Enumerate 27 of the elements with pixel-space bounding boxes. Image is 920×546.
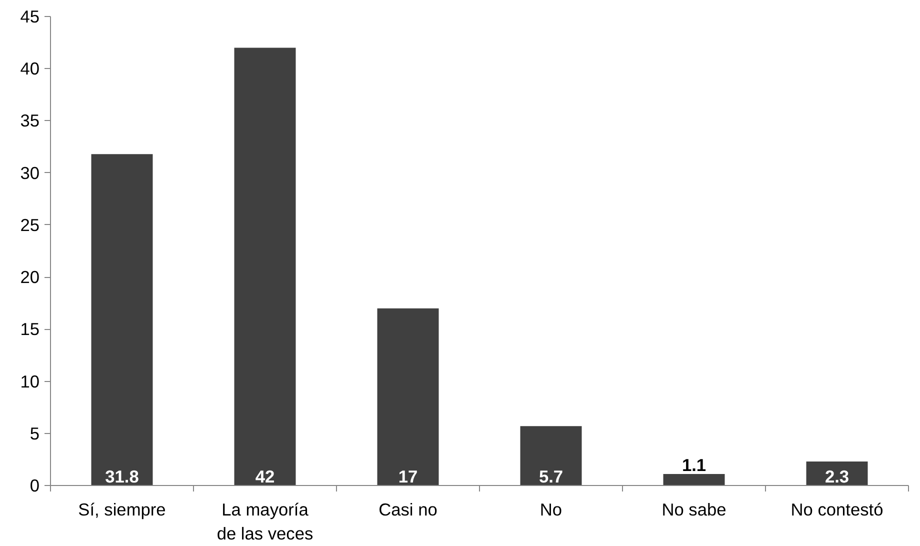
y-tick-label: 25 [20, 214, 40, 235]
y-tick-label: 45 [20, 6, 40, 26]
y-tick-label: 30 [20, 162, 40, 183]
x-tick-label: No [540, 500, 562, 520]
bar [91, 154, 153, 486]
data-label: 42 [255, 466, 275, 486]
bar [234, 48, 296, 486]
y-tick-label: 40 [20, 58, 40, 79]
y-tick-label: 15 [20, 319, 40, 340]
data-label: 5.7 [538, 466, 564, 486]
data-label: 1.1 [682, 455, 706, 476]
x-tick-label: Casi no [378, 500, 438, 520]
data-label: 31.8 [105, 466, 140, 486]
y-tick-label: 35 [20, 110, 40, 131]
y-tick-label: 0 [30, 476, 40, 496]
bar [520, 426, 582, 486]
bar [663, 474, 725, 486]
x-tick-label: No sabe [662, 500, 726, 520]
x-tick-label: La mayoría de las veces [216, 500, 314, 544]
bar [377, 308, 439, 486]
y-tick-label: 10 [20, 371, 40, 392]
x-tick-label: Sí, siempre [78, 500, 166, 520]
data-label: 17 [398, 466, 418, 486]
x-tick-label: No contestó [790, 500, 884, 520]
y-tick-label: 5 [30, 423, 40, 444]
y-tick-label: 20 [20, 267, 40, 288]
data-label: 2.3 [824, 466, 850, 486]
